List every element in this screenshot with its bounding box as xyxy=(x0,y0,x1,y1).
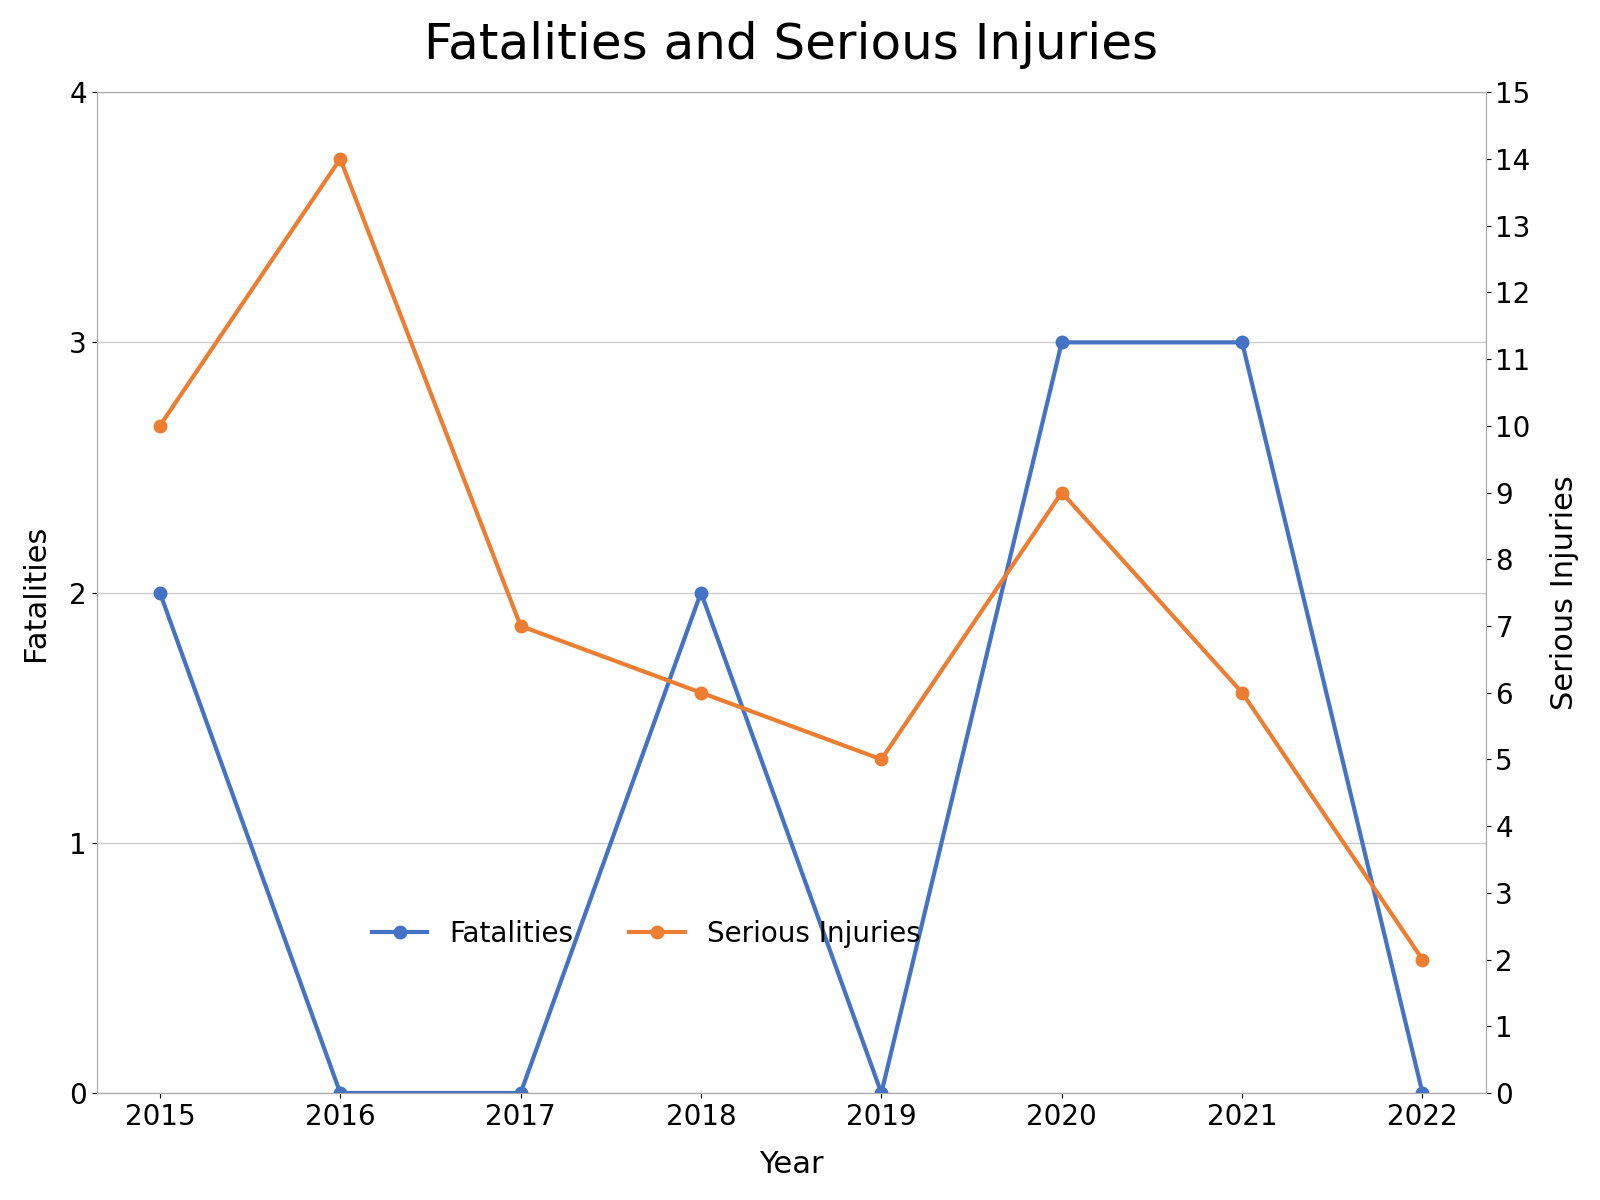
Y-axis label: Serious Injuries: Serious Injuries xyxy=(1550,475,1579,710)
Serious Injuries xyxy=(510,619,530,634)
Serious Injuries xyxy=(150,419,170,433)
Legend: Fatalities, Serious Injuries: Fatalities, Serious Injuries xyxy=(360,908,931,959)
Line: Serious Injuries: Serious Injuries xyxy=(154,152,1429,966)
Serious Injuries xyxy=(331,151,350,166)
Fatalities xyxy=(1053,335,1072,349)
Fatalities xyxy=(150,586,170,600)
Fatalities xyxy=(510,1086,530,1100)
Serious Injuries xyxy=(872,752,891,767)
Fatalities xyxy=(1413,1086,1432,1100)
Fatalities xyxy=(1232,335,1251,349)
Fatalities xyxy=(331,1086,350,1100)
Serious Injuries xyxy=(1232,685,1251,700)
X-axis label: Year: Year xyxy=(758,1150,824,1180)
Fatalities xyxy=(872,1086,891,1100)
Serious Injuries xyxy=(1413,953,1432,967)
Serious Injuries xyxy=(1053,485,1072,499)
Title: Fatalities and Serious Injuries: Fatalities and Serious Injuries xyxy=(424,20,1158,68)
Y-axis label: Fatalities: Fatalities xyxy=(21,524,50,661)
Serious Injuries xyxy=(691,685,710,700)
Fatalities xyxy=(691,586,710,600)
Line: Fatalities: Fatalities xyxy=(154,336,1429,1099)
